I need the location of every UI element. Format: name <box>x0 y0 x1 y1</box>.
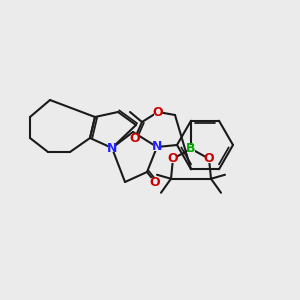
Text: O: O <box>153 106 163 118</box>
FancyBboxPatch shape <box>131 134 139 142</box>
FancyBboxPatch shape <box>153 143 161 151</box>
FancyBboxPatch shape <box>187 145 195 153</box>
FancyBboxPatch shape <box>151 178 159 186</box>
Text: N: N <box>152 140 162 154</box>
FancyBboxPatch shape <box>169 155 177 163</box>
FancyBboxPatch shape <box>205 155 213 163</box>
Text: N: N <box>107 142 117 154</box>
FancyBboxPatch shape <box>108 144 116 152</box>
Text: O: O <box>150 176 160 188</box>
FancyBboxPatch shape <box>154 108 162 116</box>
Text: B: B <box>186 142 196 155</box>
Text: O: O <box>168 152 178 165</box>
Text: O: O <box>130 131 140 145</box>
Text: O: O <box>204 152 214 165</box>
